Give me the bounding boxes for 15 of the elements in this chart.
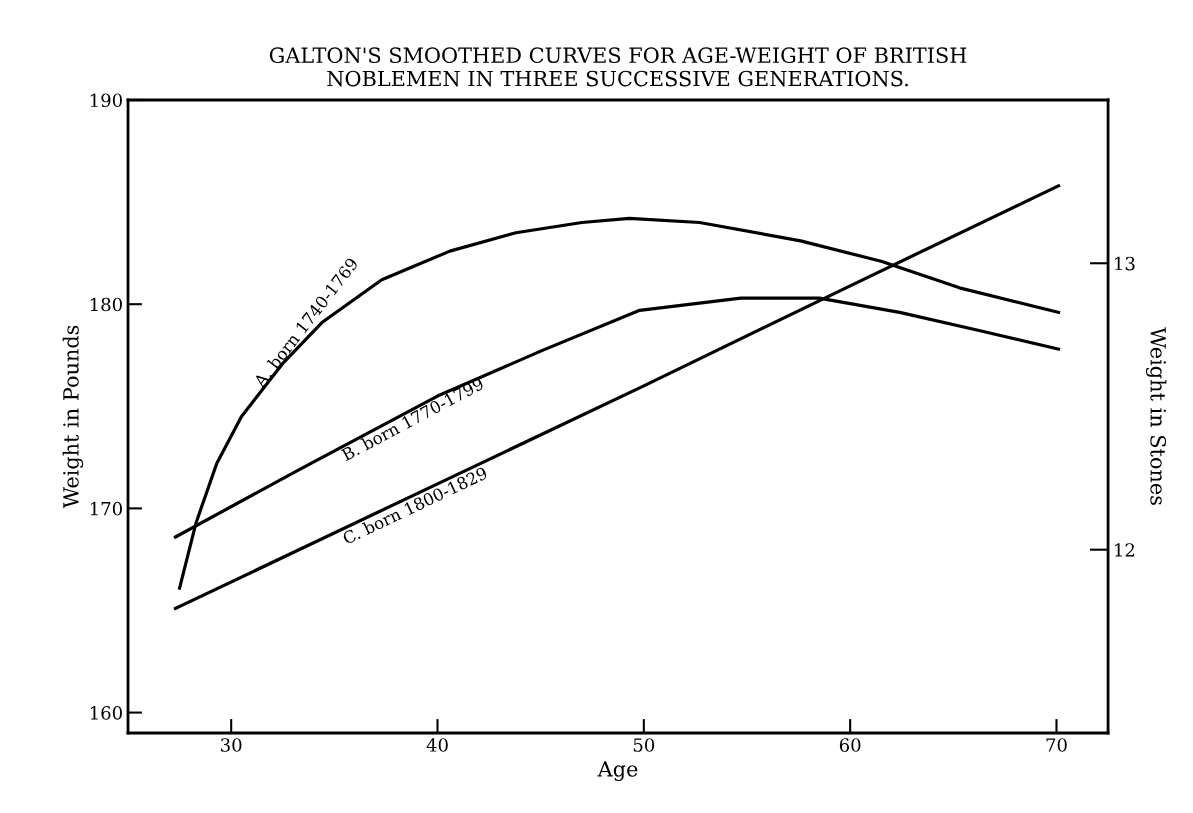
y-tick-label: 190 — [90, 93, 122, 108]
y-tick-label: 180 — [90, 297, 122, 312]
x-tick-label: 40 — [426, 738, 448, 752]
y-tick-label: 170 — [90, 501, 122, 516]
y2-axis-title: Weight in Stones — [1145, 327, 1167, 505]
x-tick-label: 30 — [221, 738, 242, 752]
x-axis-title: Age — [597, 761, 638, 782]
x-tick-label: 50 — [633, 738, 655, 752]
x-tick-label: 70 — [1046, 738, 1067, 752]
y-axis-title: Weight in Pounds — [62, 325, 84, 509]
x-tick-label: 60 — [839, 738, 861, 752]
y2-tick-label: 13 — [1115, 256, 1135, 271]
chart-title: GALTON'S SMOOTHED CURVES FOR AGE-WEIGHT OF BRITISH NOBLEMEN IN THREE SUCCESSIVE GENERATIONS. — [269, 47, 967, 87]
y-tick-label: 160 — [90, 706, 122, 720]
y2-tick-label: 12 — [1115, 543, 1135, 557]
